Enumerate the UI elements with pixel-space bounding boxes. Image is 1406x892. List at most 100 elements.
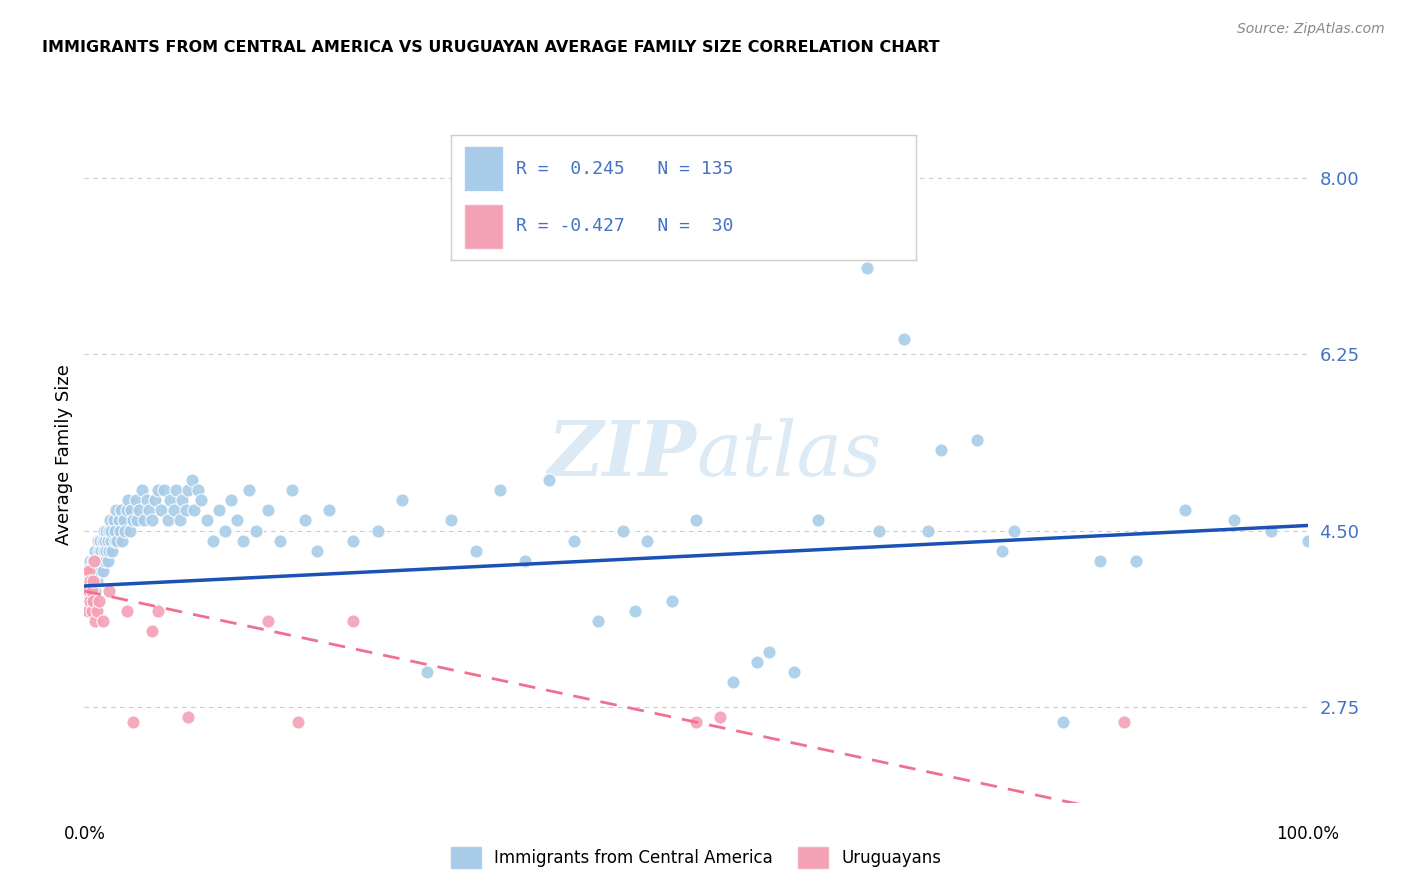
Point [115,503,138,517]
Point [201,533,224,548]
Point [87,564,110,578]
Point [122,513,145,527]
Point [721,674,744,689]
Point [183,503,205,517]
Point [281,483,304,498]
Point [747,655,769,669]
Point [165,483,187,498]
Point [869,524,891,538]
Point [685,513,707,527]
Point [97,554,120,568]
Point [86,604,108,618]
Point [114,524,136,538]
Point [856,261,879,276]
Point [98,513,121,527]
Point [77,574,100,588]
Point [342,533,364,548]
Point [169,513,191,527]
Point [77,564,100,578]
Point [103,513,125,527]
Point [77,584,100,599]
Point [893,332,915,346]
Point [661,594,683,608]
Point [464,543,486,558]
Point [146,483,169,498]
Point [93,543,115,558]
Point [84,584,107,599]
Point [562,533,585,548]
Point [86,554,108,568]
Point [77,564,100,578]
Point [159,493,181,508]
Point [90,554,112,568]
Point [97,524,120,538]
Point [75,564,97,578]
Point [82,594,104,608]
Point [135,493,157,508]
Point [257,615,280,629]
Point [77,584,100,599]
Point [156,513,179,527]
Point [105,533,128,548]
Point [117,493,139,508]
Point [89,533,111,548]
Point [685,715,707,730]
Point [84,615,107,629]
Point [214,524,236,538]
Point [104,533,127,548]
Point [146,604,169,618]
Text: ZIP: ZIP [547,418,696,491]
Point [174,503,197,517]
Point [94,554,117,568]
Point [1296,533,1319,548]
Point [118,524,141,538]
Point [100,524,122,538]
Point [89,564,111,578]
Point [141,624,163,639]
Point [90,543,112,558]
Point [172,493,194,508]
Point [612,524,634,538]
Text: 0.0%: 0.0% [63,825,105,843]
Point [181,473,204,487]
Point [80,564,103,578]
Point [96,524,118,538]
Point [79,594,101,608]
Point [93,524,115,538]
Point [1174,503,1197,517]
Point [97,543,120,558]
Point [100,533,122,548]
Point [807,513,830,527]
Point [1223,513,1246,527]
Point [208,503,231,517]
Point [87,543,110,558]
Point [917,524,939,538]
Point [190,493,212,508]
Point [94,533,117,548]
Point [105,503,128,517]
Point [269,533,291,548]
Point [82,574,104,588]
Point [101,543,124,558]
Point [97,533,120,548]
Point [367,524,389,538]
Point [153,483,176,498]
Point [143,493,166,508]
Point [77,604,100,618]
Point [76,594,98,608]
Point [586,615,609,629]
Point [86,564,108,578]
Point [177,483,200,498]
Text: atlas: atlas [696,418,882,491]
Point [125,493,148,508]
Point [120,503,142,517]
Point [1052,715,1074,730]
Point [82,584,104,599]
Point [1260,524,1282,538]
Point [84,543,107,558]
Point [122,715,145,730]
Point [77,574,100,588]
Point [636,533,658,548]
Point [80,584,103,599]
Point [305,543,328,558]
